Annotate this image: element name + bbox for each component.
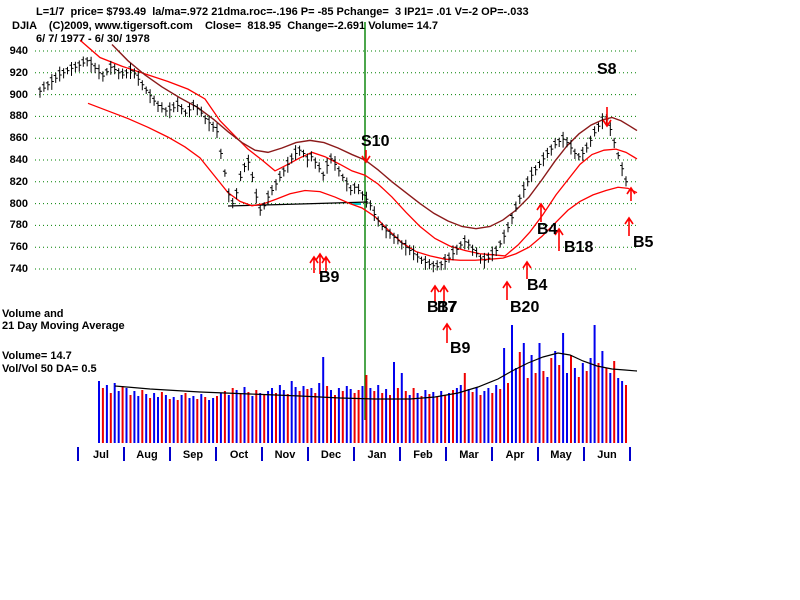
upper-band-line xyxy=(79,39,638,257)
price-ohlc-bars xyxy=(38,56,628,273)
month-label-jan: Jan xyxy=(367,449,387,461)
buy-arrow-icon xyxy=(624,216,634,236)
volume-bars-up xyxy=(98,325,624,443)
buy-arrow-icon xyxy=(442,322,452,343)
signal-label-b17-4: B17 xyxy=(427,299,457,316)
signal-label-b7-5: B7 xyxy=(437,299,458,316)
y-axis-label-920: 920 xyxy=(9,66,28,79)
signal-label-b4-8: B4 xyxy=(537,221,558,238)
y-axis-label-940: 940 xyxy=(9,45,28,57)
month-label-feb: Feb xyxy=(413,449,433,461)
month-label-mar: Mar xyxy=(459,449,479,461)
volume-stat-ratio: Vol/Vol 50 DA= 0.5 xyxy=(2,363,97,375)
buy-arrow-icon xyxy=(315,252,325,274)
buy-arrow-icon xyxy=(554,227,564,251)
buy-arrow-icon xyxy=(309,255,319,273)
buy-arrow-icon xyxy=(502,280,512,300)
signal-label-b18-9: B18 xyxy=(564,239,594,256)
volume-panel-title-2: 21 Day Moving Average xyxy=(2,320,125,332)
indicator-readout-line: L=1/7 price= $793.49 la/ma=.972 21dma.ro… xyxy=(36,6,529,18)
sell-arrow-icon xyxy=(361,150,371,164)
month-label-jul: Jul xyxy=(93,449,109,461)
month-label-apr: Apr xyxy=(505,449,525,461)
y-axis-label-800: 800 xyxy=(9,197,28,210)
month-label-aug: Aug xyxy=(136,449,158,461)
sell-arrow-icon xyxy=(602,107,612,128)
buy-arrow-icon xyxy=(439,284,449,303)
date-range-label: 6/ 7/ 1977 - 6/ 30/ 1978 xyxy=(36,33,150,45)
signal-label-b9-2: B9 xyxy=(319,269,340,286)
buy-arrow-icon xyxy=(626,186,636,201)
month-label-may: May xyxy=(550,449,572,461)
y-axis-label-780: 780 xyxy=(9,219,28,232)
y-axis-label-860: 860 xyxy=(9,132,28,145)
buy-arrow-icon xyxy=(430,284,440,303)
long-ma-line xyxy=(111,43,638,230)
volume-bars-down xyxy=(101,352,627,443)
y-axis-label-880: 880 xyxy=(9,110,28,123)
volume-stat-volume: Volume= 14.7 xyxy=(2,350,72,362)
month-label-dec: Dec xyxy=(320,449,342,461)
symbol-copyright-line: DJIA (C)2009, www.tigersoft.com Close= 8… xyxy=(12,20,439,32)
lower-band-line xyxy=(87,102,638,261)
signal-label-s8-1: S8 xyxy=(597,61,617,78)
volume-panel-title-1: Volume and xyxy=(2,308,64,320)
month-label-oct: Oct xyxy=(229,449,249,461)
signal-label-s10-0: S10 xyxy=(361,133,390,150)
y-axis-label-840: 840 xyxy=(9,154,28,166)
y-axis-label-900: 900 xyxy=(9,88,28,101)
buy-arrow-icon xyxy=(536,202,546,222)
month-label-nov: Nov xyxy=(274,449,296,461)
signal-label-b4-7: B4 xyxy=(527,277,548,294)
month-label-sep: Sep xyxy=(182,449,204,461)
signal-label-b9-3: B9 xyxy=(450,340,471,357)
y-axis-label-740: 740 xyxy=(9,263,28,275)
buy-arrow-icon xyxy=(522,260,532,279)
volume-ma-line xyxy=(114,352,638,400)
signal-label-b5-10: B5 xyxy=(633,234,654,251)
signal-label-b20-6: B20 xyxy=(510,299,540,316)
buy-arrow-icon xyxy=(321,255,331,273)
y-axis-label-820: 820 xyxy=(9,175,28,188)
month-label-jun: Jun xyxy=(597,449,617,461)
y-axis-label-760: 760 xyxy=(9,241,28,254)
